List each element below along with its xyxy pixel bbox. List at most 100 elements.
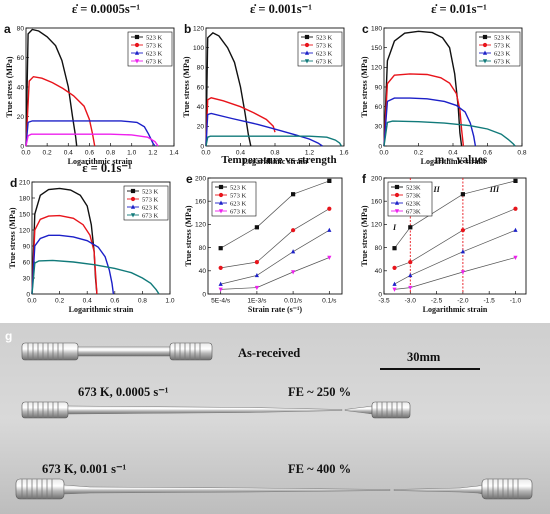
series-573k [218,206,332,270]
y-tick-label: 80 [199,245,207,252]
charts-layer: ε̇ = 0.0005s⁻¹ a 0 20 40 60 80 0.0 0.2 0.4 0.6 0.8 1… [4,2,527,314]
legend-marker [218,200,224,205]
series-line [394,229,516,285]
x-tick-label: 0.8 [106,150,115,157]
y-tick-label: 90 [23,243,31,250]
series-line [220,180,330,249]
legend-marker [218,184,224,190]
y-tick-label: 0 [20,143,24,150]
series-573k [392,206,518,270]
legend-label: 523K [406,184,421,191]
legend-label: 673K [406,208,421,215]
legend-label: 623 K [230,200,247,207]
legend-marker [482,50,488,55]
series-line [25,120,156,147]
series-line [205,32,252,147]
x-tick-label: 0.0 [379,150,388,157]
fe-label-3: FE ~ 400 % [288,462,351,476]
region-label: III [489,185,500,194]
x-axis-label: Logarithmic strain [69,305,134,314]
x-tick-label: 0.0 [201,150,210,157]
region-label: I [392,223,397,232]
series-line [394,208,516,269]
chart-title: ε̇ = 0.001s⁻¹ [250,2,312,16]
series-673k [218,255,332,292]
y-tick-label: 80 [197,65,205,72]
data-point [408,225,413,230]
panel-label-b: b [184,22,191,36]
x-tick-label: 0.8 [138,298,147,305]
y-tick-label: 120 [195,222,206,229]
legend-marker [394,192,400,198]
series-line [383,120,516,147]
series-623k [31,234,115,295]
y-tick-label: 0 [378,143,382,150]
y-tick-label: 60 [23,259,31,266]
legend-label: 673 K [494,58,511,65]
legend-label: 623 K [316,50,333,57]
specimen-gauge-left [67,405,343,415]
chart-title: ε̇ = 0.0005s⁻¹ [72,2,141,16]
data-point [218,265,223,270]
series-line [220,257,330,290]
series-623k [205,112,323,147]
y-tick-label: 60 [375,104,383,111]
data-point [254,225,259,230]
data-point [218,287,223,292]
data-point [392,281,397,286]
series-line [394,180,516,249]
specimen-label-as-received: As-received [238,346,300,360]
plot-frame [31,181,171,295]
legend-marker [218,209,224,214]
data-point [460,228,465,233]
x-tick-label: 0.6 [483,150,492,157]
legend-marker [134,42,140,48]
panel-label-g: g [5,329,12,343]
y-tick-label: 90 [375,84,383,91]
data-point [254,272,259,278]
data-point [408,285,413,291]
y-tick-label: 0 [378,291,382,298]
x-tick-label: 1.0 [127,150,136,157]
series-line [394,257,516,290]
legend-label: 573 K [230,192,247,199]
series-line [220,229,330,285]
series-673k [383,120,516,147]
data-point [408,260,413,265]
y-tick-label: 180 [371,25,382,32]
x-axis-label: Logarithmic strain [423,305,488,314]
y-tick-label: 120 [371,65,382,72]
x-tick-label: 1.4 [169,150,178,157]
x-tick-label: 0.0 [27,298,36,305]
y-tick-label: 20 [197,124,205,131]
legend-label: 623 K [142,204,159,211]
legend-label: 673 K [146,58,163,65]
y-axis-label: True stress (MPa) [5,56,14,117]
y-tick-label: 160 [195,199,206,206]
legend-marker [304,42,310,48]
legend-marker [482,59,488,64]
x-tick-label: 1.2 [148,150,157,157]
legend-marker [130,213,136,218]
specimen-photo: g 30mm As-received 673 K, 0.0005 s⁻¹ FE … [0,323,550,514]
y-tick-label: 180 [19,195,30,202]
series-line [31,259,160,295]
data-point [291,249,296,254]
x-tick-label: -1.0 [510,298,522,305]
series-line [31,234,115,295]
chart-e: Temperature vs strength e 0 40 80 120 160 200 5E… [184,154,343,314]
y-tick-label: 0 [200,143,204,150]
legend-label: 573 K [494,42,511,49]
y-axis-label: True stress (MPa) [8,207,17,268]
x-tick-label: 1.2 [305,150,314,157]
panel-label-c: c [362,22,369,36]
series-line [205,97,276,147]
chart-b: ε̇ = 0.001s⁻¹ b 0 20 40 60 80 100 120 0.0 0.4 0.8 1.… [182,2,349,166]
x-tick-label: 0.4 [236,150,245,157]
x-tick-label: -2.5 [431,298,443,305]
series-673k [25,133,159,147]
y-tick-label: 200 [371,175,382,182]
data-point [218,281,223,286]
series-line [383,30,463,147]
